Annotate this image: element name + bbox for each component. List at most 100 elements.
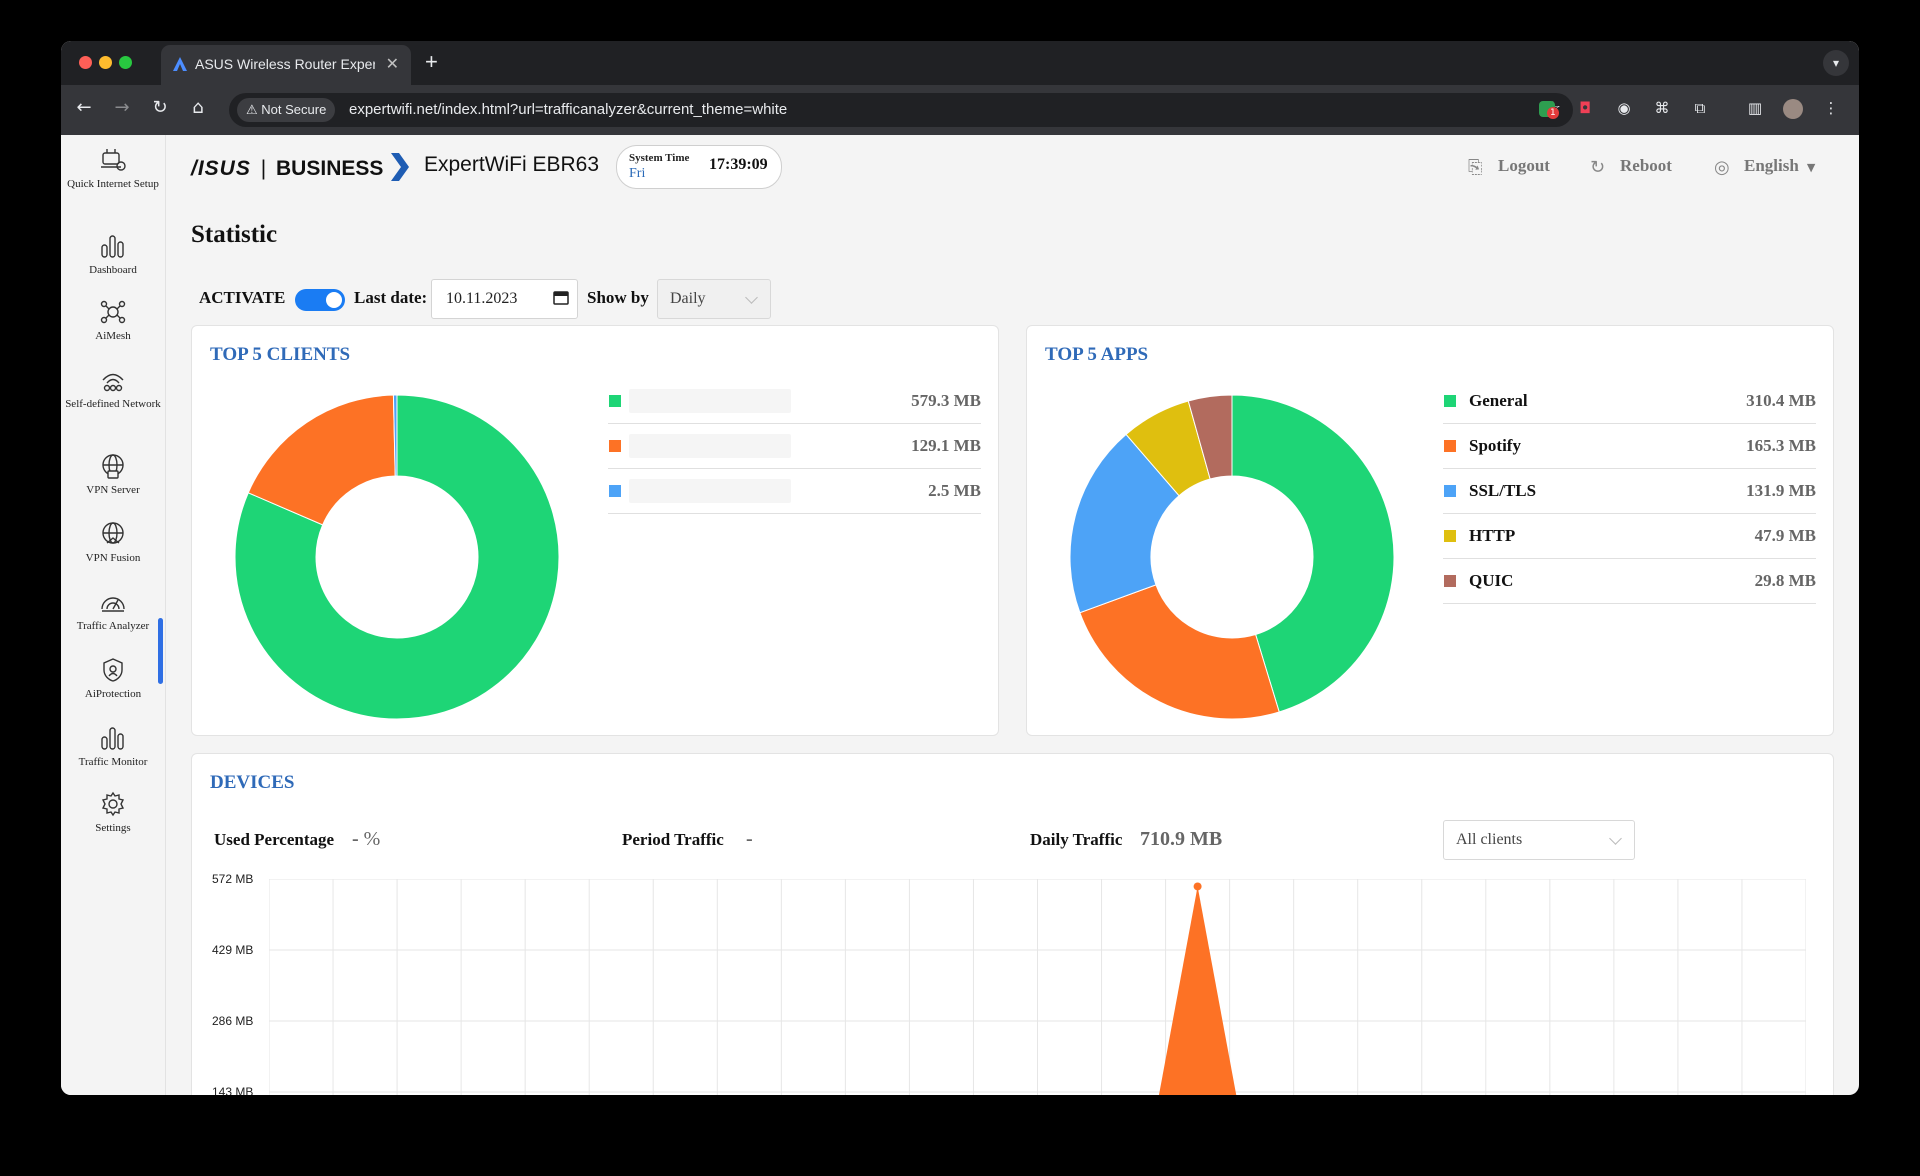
system-day: Fri [629, 166, 646, 181]
dashboard-icon [101, 235, 124, 258]
calendar-icon[interactable] [553, 290, 569, 305]
clients-slice-0[interactable] [234, 394, 560, 720]
legend-row[interactable]: SSL/TLS 131.9 MB [1443, 470, 1816, 514]
legend-value: 579.3 MB [911, 391, 981, 410]
extension-green-icon[interactable]: 1 [1537, 99, 1559, 119]
show-by-select[interactable]: Daily [657, 279, 771, 319]
apps-slice-0[interactable] [1231, 394, 1395, 713]
address-bar[interactable]: ⚠ Not Secure expertwifi.net/index.html?u… [229, 93, 1573, 127]
sidebar-item-quick-internet-setup[interactable]: Quick Internet Setup [61, 147, 165, 193]
browser-tab[interactable]: ASUS Wireless Router Exper ✕ [161, 45, 411, 85]
top-apps-legend: General 310.4 MB Spotify 165.3 MB SSL/TLS 1… [1443, 380, 1816, 605]
url-text[interactable]: expertwifi.net/index.html?url=trafficana… [349, 101, 788, 118]
client-name-placeholder [629, 434, 791, 458]
profile-avatar[interactable] [1783, 99, 1803, 119]
tab-close-icon[interactable]: ✕ [385, 56, 399, 73]
traffic-monitor-icon [101, 727, 124, 750]
vpn-fusion-icon [102, 522, 124, 544]
reload-icon[interactable]: ↻ [152, 97, 168, 118]
maximize-window-button[interactable] [119, 56, 132, 69]
client-name-placeholder [629, 389, 791, 413]
series-point[interactable] [1193, 882, 1202, 891]
show-by-label: Show by [587, 288, 649, 307]
legend-swatch [1444, 575, 1456, 587]
apps-slice-1[interactable] [1079, 584, 1280, 720]
router-model: ExpertWiFi EBR63 [424, 153, 600, 176]
top-clients-legend: 579.3 MB 129.1 MB 2.5 MB [608, 380, 981, 515]
activate-label: ACTIVATE [199, 288, 286, 307]
language-select[interactable]: ◎ English ▼ [1714, 156, 1816, 178]
reboot-button[interactable]: ↻ Reboot [1590, 156, 1672, 178]
devices-chart [269, 879, 1806, 1095]
clients-slice-1[interactable] [247, 394, 396, 526]
last-date-label: Last date: [354, 288, 428, 307]
legend-row[interactable]: General 310.4 MB [1443, 380, 1816, 424]
vpn-server-icon [102, 454, 124, 479]
tab-search-icon[interactable]: ▾ [1823, 50, 1849, 76]
y-tick-label: 143 MB [212, 1085, 254, 1095]
sidebar-item-label: VPN Server [86, 484, 140, 496]
legend-name: SSL/TLS [1469, 481, 1537, 500]
not-secure-badge[interactable]: ⚠ Not Secure [237, 98, 336, 122]
browser-titlebar: ASUS Wireless Router Exper ✕ + ▾ [61, 41, 1859, 85]
legend-row[interactable]: HTTP 47.9 MB [1443, 515, 1816, 559]
brand-chevron-icon [391, 153, 410, 181]
legend-row[interactable]: Spotify 165.3 MB [1443, 425, 1816, 469]
sidebar-item-traffic-monitor[interactable]: Traffic Monitor [61, 725, 165, 771]
minimize-window-button[interactable] [99, 56, 112, 69]
aimesh-icon [100, 300, 126, 324]
sidebar-item-self-defined-network[interactable]: Self-defined Network [61, 367, 165, 413]
extensions-puzzle-icon[interactable]: ⧉ [1694, 99, 1706, 117]
top-clients-title: TOP 5 CLIENTS [210, 344, 351, 365]
side-panel-icon[interactable]: ▥ [1747, 99, 1763, 117]
sidebar-item-traffic-analyzer[interactable]: Traffic Analyzer [61, 589, 165, 635]
activate-toggle[interactable] [295, 289, 345, 311]
system-time: System Time Fri 17:39:09 [616, 145, 782, 189]
legend-row[interactable]: 579.3 MB [608, 380, 981, 424]
used-percentage-label: Used Percentage [214, 830, 335, 849]
legend-value: 129.1 MB [911, 436, 981, 455]
logout-button[interactable]: ⎘ Logout [1468, 156, 1550, 178]
legend-value: 2.5 MB [928, 481, 981, 500]
home-icon[interactable]: ⌂ [192, 97, 204, 118]
clients-slice-2[interactable] [392, 394, 398, 477]
legend-swatch [609, 485, 621, 497]
translate-icon[interactable]: ⌘ [1654, 99, 1670, 117]
forward-icon[interactable]: → [114, 97, 130, 118]
new-tab-button[interactable]: + [425, 49, 438, 74]
vpn-extension-icon[interactable]: ◉ [1617, 99, 1631, 117]
sidebar: Quick Internet Setup Dashboard AiMesh Se… [61, 135, 166, 1095]
browser-menu-icon[interactable]: ⋮ [1823, 99, 1839, 117]
sidebar-item-label: AiProtection [84, 688, 142, 700]
sidebar-item-aiprotection[interactable]: AiProtection [61, 657, 165, 703]
legend-name: QUIC [1469, 571, 1514, 590]
chevron-down-icon [1609, 832, 1622, 845]
y-tick-label: 429 MB [212, 943, 254, 957]
sidebar-active-indicator [158, 618, 163, 684]
close-window-button[interactable] [79, 56, 92, 69]
sidebar-item-vpn-server[interactable]: VPN Server [61, 453, 165, 499]
apps-slice-4[interactable] [1187, 394, 1233, 480]
legend-name: General [1469, 391, 1528, 410]
sidebar-item-dashboard[interactable]: Dashboard [61, 233, 165, 279]
legend-swatch [609, 395, 621, 407]
reboot-icon: ↻ [1590, 156, 1606, 178]
brand-logo: /ISUS | BUSINESS [191, 153, 410, 181]
legend-row[interactable]: 129.1 MB [608, 425, 981, 469]
client-filter-select[interactable]: All clients [1443, 820, 1635, 860]
legend-swatch [609, 440, 621, 452]
sidebar-item-vpn-fusion[interactable]: VPN Fusion [61, 521, 165, 567]
settings-icon [101, 791, 125, 817]
legend-value: 47.9 MB [1754, 526, 1816, 545]
sidebar-item-label: Traffic Monitor [78, 756, 148, 768]
top-apps-card: TOP 5 APPS General 310.4 MB Spotify 165.3 … [1026, 325, 1834, 736]
legend-row[interactable]: 2.5 MB [608, 470, 981, 514]
apps-slice-2[interactable] [1069, 433, 1180, 614]
pocket-icon[interactable]: ◘ [1579, 99, 1591, 117]
sidebar-item-settings[interactable]: Settings [61, 791, 165, 837]
last-date-input[interactable]: 10.11.2023 [431, 279, 578, 319]
legend-swatch [1444, 485, 1456, 497]
back-icon[interactable]: ← [76, 97, 92, 118]
sidebar-item-aimesh[interactable]: AiMesh [61, 299, 165, 345]
legend-row[interactable]: QUIC 29.8 MB [1443, 560, 1816, 604]
